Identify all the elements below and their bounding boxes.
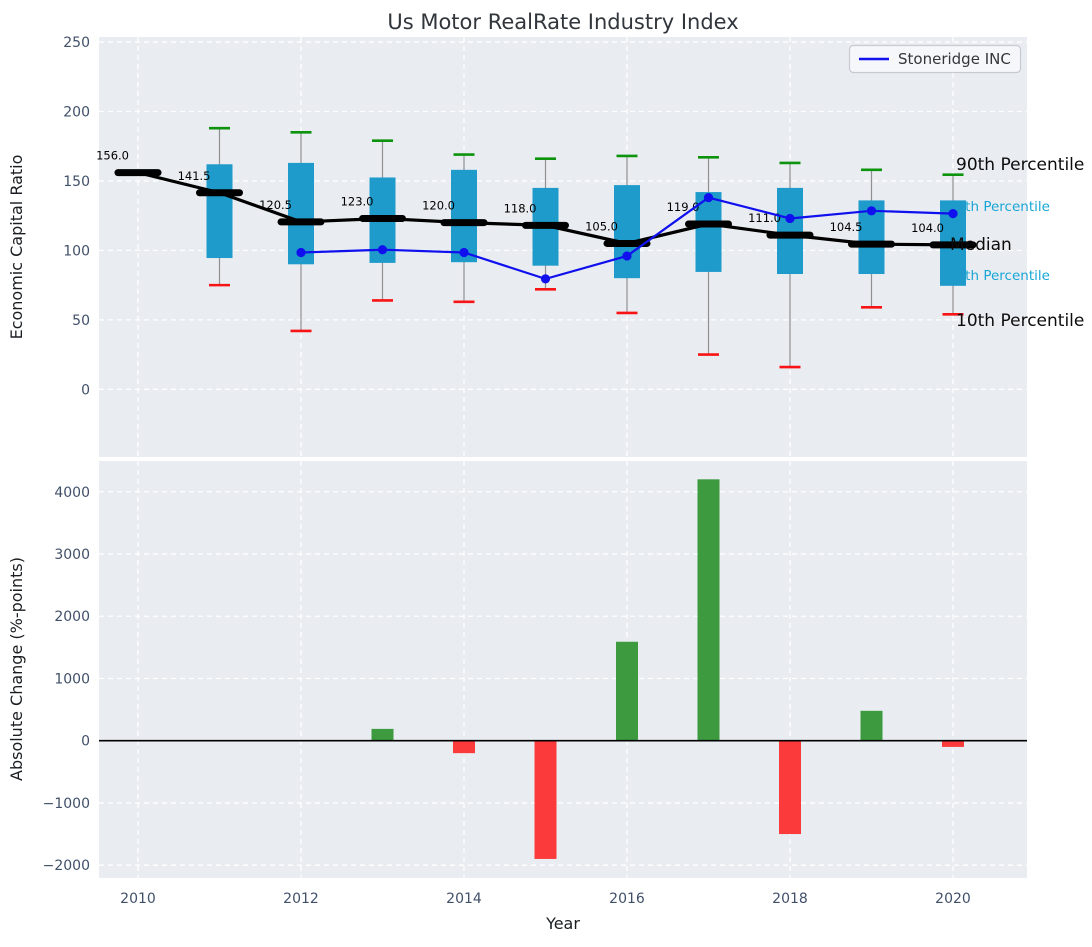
change-bar-2014	[453, 740, 475, 754]
change-bar-2019	[860, 710, 883, 741]
change-bar-2020	[942, 740, 964, 747]
median-value-label-2010: 156.0	[96, 149, 129, 163]
change-bar-2013	[371, 728, 394, 741]
annotation-25th-percentile: 25th Percentile	[948, 268, 1050, 284]
tick-label: 2016	[609, 891, 645, 907]
median-value-label-2011: 141.5	[178, 169, 211, 183]
company-marker-2014	[459, 247, 469, 258]
iqr-box-2011	[206, 164, 233, 259]
change-bar-2018	[779, 740, 801, 835]
company-marker-2013	[377, 245, 388, 255]
tick-label: 2010	[120, 891, 156, 907]
median-value-label-2012: 120.5	[259, 198, 292, 212]
company-marker-2015	[540, 274, 551, 284]
change-bar-2017	[697, 479, 720, 741]
bottom-plot-area	[99, 461, 1027, 878]
annotation-90th-percentile: 90th Percentile	[956, 155, 1084, 175]
company-marker-2018	[785, 213, 795, 224]
tick-label: 3000	[54, 547, 90, 563]
company-marker-2017	[703, 193, 714, 203]
annotation-median: Median	[950, 235, 1012, 255]
annotation-10th-percentile: 10th Percentile	[956, 311, 1084, 331]
iqr-box-2014	[451, 169, 477, 263]
change-bar-2016	[616, 641, 638, 741]
tick-label: 250	[63, 35, 90, 51]
median-value-label-2020: 104.0	[911, 221, 944, 235]
tick-label: 2014	[446, 891, 482, 907]
company-marker-2012	[296, 247, 306, 258]
chart-title: Us Motor RealRate Industry Index	[387, 10, 738, 34]
tick-label: 0	[81, 734, 90, 750]
change-bar-2015	[534, 740, 557, 859]
tick-label: 2020	[935, 891, 971, 907]
y-axis-label-top: Economic Capital Ratio	[7, 155, 26, 340]
x-axis-label: Year	[545, 914, 580, 933]
company-marker-2019	[866, 206, 877, 216]
tick-label: 200	[63, 105, 90, 121]
tick-label: 2000	[54, 609, 90, 625]
legend-label: Stoneridge INC	[898, 50, 1011, 68]
tick-label: 150	[63, 174, 90, 190]
median-value-label-2015: 118.0	[504, 201, 537, 215]
bar-layer	[99, 479, 1027, 859]
legend: Stoneridge INC	[848, 44, 1022, 74]
tick-label: −1000	[43, 796, 90, 812]
annotation-75th-percentile: 75th Percentile	[948, 199, 1050, 215]
y-axis-label-bottom: Absolute Change (%-points)	[7, 557, 26, 781]
tick-label: 2018	[772, 891, 808, 907]
tick-label: 2012	[283, 891, 319, 907]
median-value-label-2016: 105.0	[585, 219, 618, 233]
tick-label: 100	[63, 243, 90, 259]
iqr-box-2012	[288, 162, 314, 265]
tick-label: 4000	[54, 485, 90, 501]
tick-label: 1000	[54, 671, 90, 687]
tick-label: −2000	[43, 858, 90, 874]
tick-label: 50	[72, 313, 90, 329]
median-value-label-2019: 104.5	[830, 220, 863, 234]
median-value-label-2014: 120.0	[422, 199, 455, 213]
company-marker-2020	[948, 208, 958, 219]
iqr-box-2017	[695, 192, 722, 272]
legend-box	[848, 44, 1022, 74]
iqr-box-2016	[614, 185, 640, 279]
company-marker-2016	[622, 251, 632, 261]
median-value-label-2013: 123.0	[341, 194, 374, 208]
tick-label: 0	[81, 382, 90, 398]
iqr-box-2018	[777, 187, 803, 275]
median-value-label-2018: 111.0	[748, 211, 781, 225]
